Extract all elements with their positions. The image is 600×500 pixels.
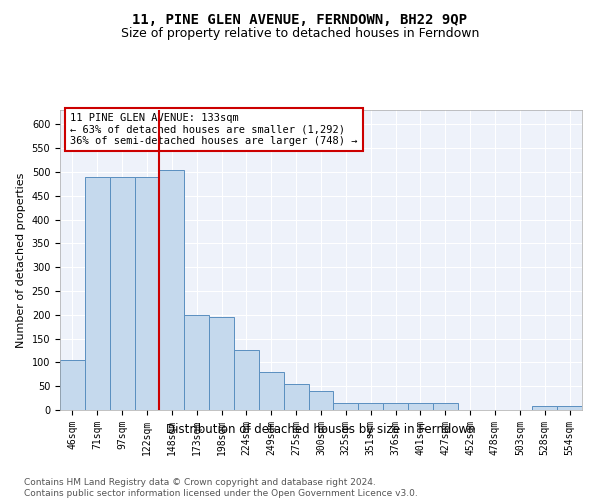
Text: Contains HM Land Registry data © Crown copyright and database right 2024.
Contai: Contains HM Land Registry data © Crown c… bbox=[24, 478, 418, 498]
Bar bbox=[383, 404, 408, 410]
Bar bbox=[85, 176, 110, 410]
Bar bbox=[184, 315, 209, 410]
Bar bbox=[209, 317, 234, 410]
Bar bbox=[160, 170, 184, 410]
Bar bbox=[358, 404, 383, 410]
Text: Distribution of detached houses by size in Ferndown: Distribution of detached houses by size … bbox=[166, 422, 476, 436]
Bar bbox=[60, 360, 85, 410]
Bar bbox=[532, 406, 557, 410]
Text: 11, PINE GLEN AVENUE, FERNDOWN, BH22 9QP: 11, PINE GLEN AVENUE, FERNDOWN, BH22 9QP bbox=[133, 12, 467, 26]
Y-axis label: Number of detached properties: Number of detached properties bbox=[16, 172, 26, 348]
Bar bbox=[284, 384, 308, 410]
Bar bbox=[408, 404, 433, 410]
Bar bbox=[334, 403, 358, 410]
Bar bbox=[308, 391, 334, 410]
Text: 11 PINE GLEN AVENUE: 133sqm
← 63% of detached houses are smaller (1,292)
36% of : 11 PINE GLEN AVENUE: 133sqm ← 63% of det… bbox=[70, 113, 358, 146]
Bar bbox=[259, 372, 284, 410]
Bar bbox=[134, 176, 160, 410]
Bar bbox=[234, 350, 259, 410]
Bar bbox=[557, 406, 582, 410]
Text: Size of property relative to detached houses in Ferndown: Size of property relative to detached ho… bbox=[121, 28, 479, 40]
Bar bbox=[433, 404, 458, 410]
Bar bbox=[110, 176, 134, 410]
